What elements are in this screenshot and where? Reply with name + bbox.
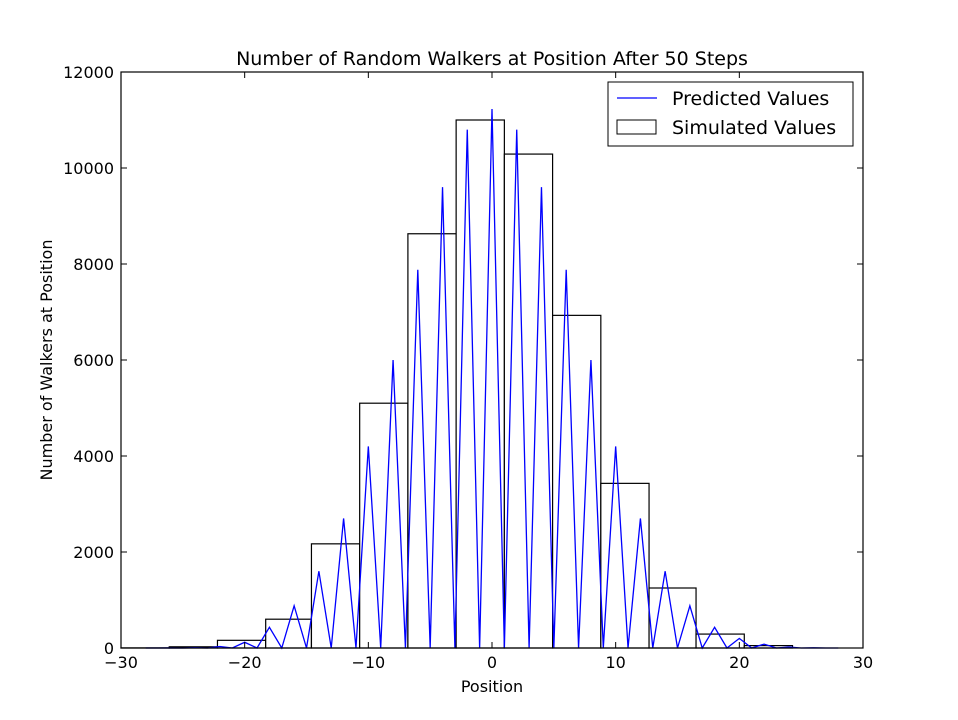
predicted-line-layer: [145, 108, 839, 650]
histogram-bar-7: [455, 119, 505, 649]
histogram-bar-8: [503, 153, 554, 649]
y-tick-label-3: 6000: [73, 351, 114, 370]
y-tick-label-2: 4000: [73, 447, 114, 466]
legend-label-simulated: Simulated Values: [672, 117, 836, 139]
y-tick-label-6: 12000: [63, 63, 114, 82]
x-tick-label-1: −20: [228, 653, 262, 672]
x-tick-label-3: 0: [487, 653, 497, 672]
x-tick-label-6: 30: [853, 653, 873, 672]
legend-label-predicted: Predicted Values: [672, 88, 829, 110]
legend-bar-swatch: [616, 119, 657, 135]
y-tick-label-1: 2000: [73, 543, 114, 562]
legend: Predicted Values Simulated Values: [607, 81, 854, 147]
y-tick-label-0: 0: [104, 639, 114, 658]
y-axis-title: Number of Walkers at Position: [37, 240, 56, 481]
predicted-values-line: [145, 108, 839, 650]
plot-area: −30 −20 −10 0 10 20 30 0 2000 4000 6000 8000 10000 12…: [63, 63, 873, 672]
x-tick-label-0: −30: [104, 653, 138, 672]
chart-title: Number of Random Walkers at Position Aft…: [236, 48, 748, 70]
x-tick-label-5: 20: [729, 653, 749, 672]
x-axis-title: Position: [461, 677, 523, 696]
x-tick-label-4: 10: [605, 653, 625, 672]
legend-box: [607, 81, 854, 147]
y-tick-label-4: 8000: [73, 255, 114, 274]
y-tick-label-5: 10000: [63, 159, 114, 178]
axis-ticks: −30 −20 −10 0 10 20 30 0 2000 4000 6000 8000 10000 12…: [63, 63, 873, 672]
x-tick-label-2: −10: [351, 653, 385, 672]
